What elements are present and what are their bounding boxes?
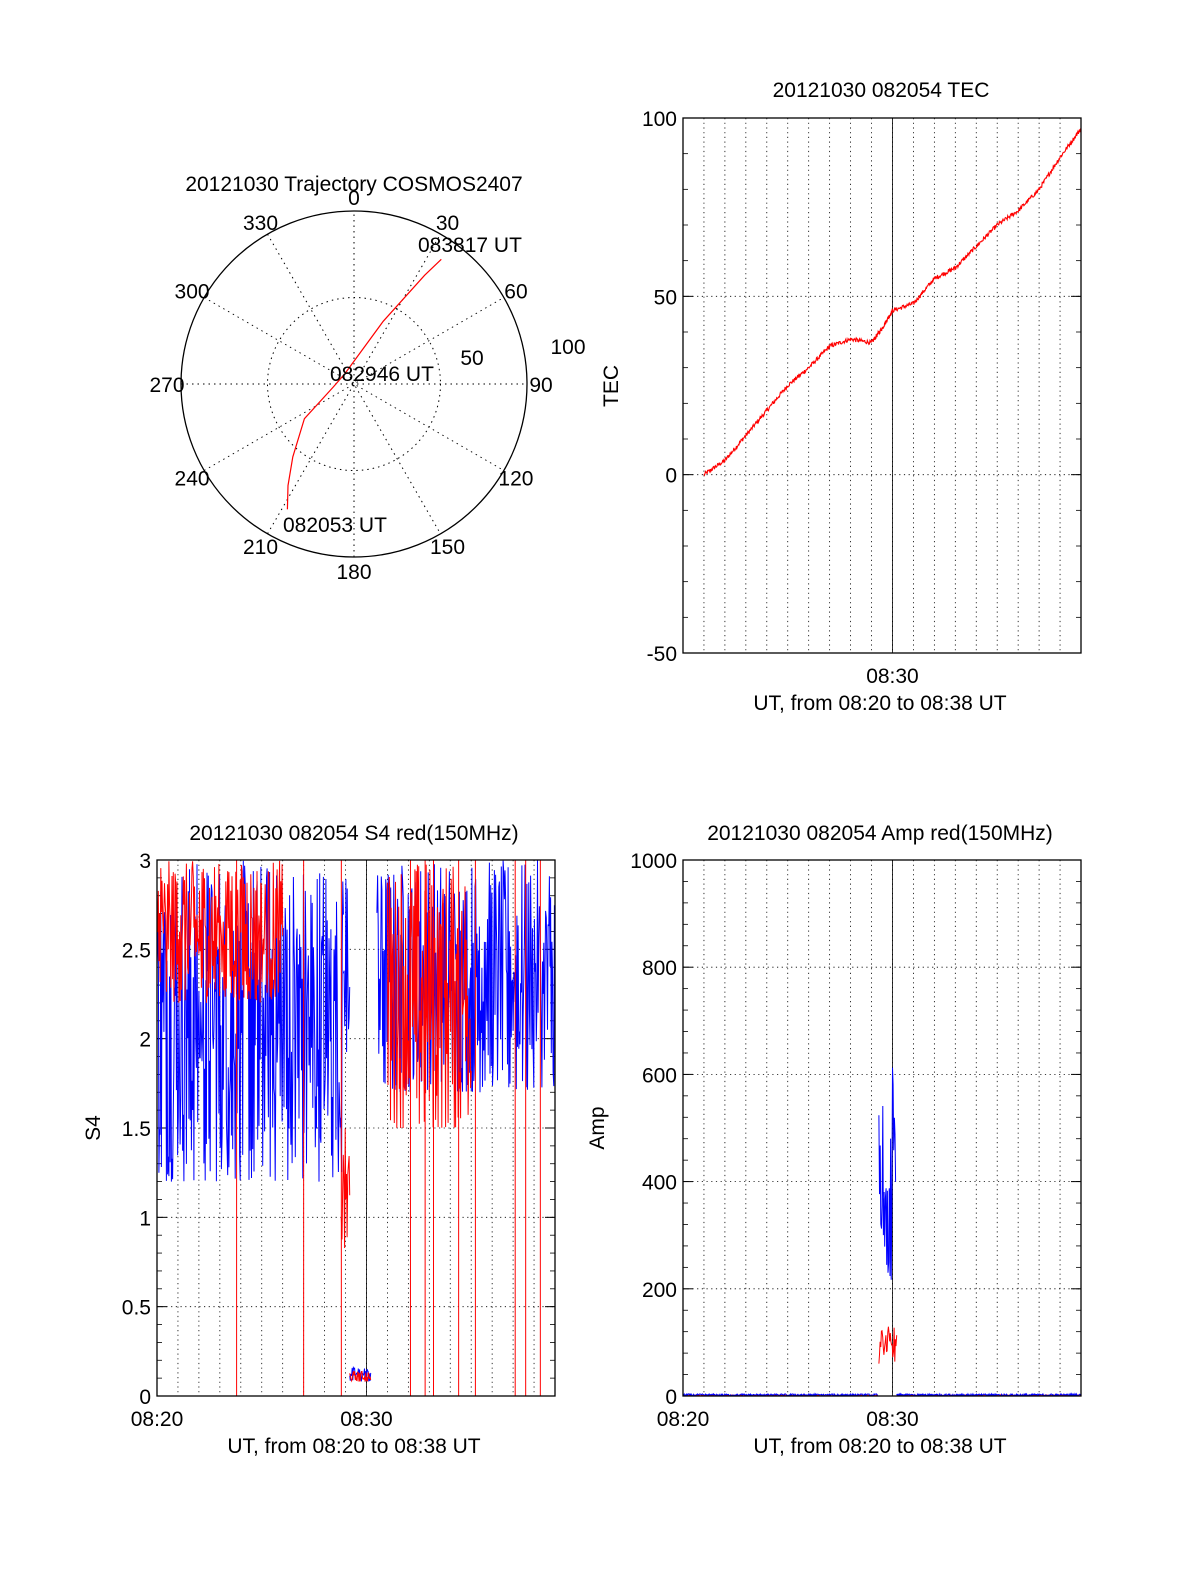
s4-ytick-label: 0.5	[122, 1297, 151, 1320]
s4-frame	[156, 859, 556, 1397]
polar-azimuth-label: 150	[430, 536, 465, 559]
s4-series-noise	[342, 879, 351, 1053]
trajectory-polar-plot: 20121030 Trajectory COSMOS2407 0 30 60 90 12…	[149, 173, 585, 584]
tec-ytick-label: 50	[654, 286, 677, 309]
polar-azimuth-label: 330	[243, 212, 278, 235]
s4-ytick-label: 2	[139, 1029, 151, 1052]
amp-title: 20121030 082054 Amp red(150MHz)	[707, 822, 1053, 845]
trajectory-start-time: 082053 UT	[283, 514, 387, 537]
amp-ytick-label: 800	[642, 957, 677, 980]
polar-azimuth-label: 60	[504, 281, 527, 304]
s4-plot: 20121030 082054 S4 red(150MHz) S4 UT, fr…	[82, 822, 556, 1458]
amp-xtick-label: 08:30	[866, 1408, 919, 1431]
polar-azimuth-label: 30	[436, 212, 459, 235]
polar-ring-label-100: 100	[550, 336, 585, 359]
tec-plot: 20121030 082054 TEC TEC UT, from 08:20 t…	[600, 79, 1082, 715]
tec-ytick-label: 100	[642, 108, 677, 131]
polar-ring-label-50: 50	[460, 347, 483, 370]
trajectory-end-time: 083817 UT	[418, 234, 522, 257]
s4-title: 20121030 082054 S4 red(150MHz)	[189, 822, 518, 845]
polar-azimuth-label: 120	[498, 468, 533, 491]
s4-xlabel: UT, from 08:20 to 08:38 UT	[227, 1435, 480, 1458]
tec-ytick-label: -50	[647, 643, 677, 666]
amp-ytick-label: 0	[665, 1386, 677, 1409]
amp-ytick-label: 600	[642, 1064, 677, 1087]
trajectory-title: 20121030 Trajectory COSMOS2407	[185, 173, 522, 196]
amp-ytick-label: 200	[642, 1279, 677, 1302]
amp-series-noise	[878, 1105, 885, 1236]
s4-ylabel: S4	[82, 1115, 105, 1141]
polar-azimuth-label: 300	[175, 281, 210, 304]
trajectory-track	[286, 258, 442, 510]
polar-azimuth-label: 180	[336, 561, 371, 584]
amp-series-noise	[878, 1326, 898, 1364]
amp-series-noise	[888, 1067, 897, 1280]
polar-grid	[180, 210, 528, 558]
tec-xlabel: UT, from 08:20 to 08:38 UT	[753, 692, 1006, 715]
polar-azimuth-label: 0	[348, 187, 360, 210]
s4-xtick-label: 08:30	[340, 1408, 393, 1431]
tec-series-group	[703, 128, 1081, 477]
polar-azimuth-label: 210	[243, 536, 278, 559]
tec-xtick-label: 08:30	[866, 665, 919, 688]
polar-azimuth-label: 90	[529, 374, 552, 397]
polar-azimuth-label: 240	[175, 468, 210, 491]
s4-series-noise	[386, 864, 472, 1129]
s4-ytick-label: 0	[139, 1386, 151, 1409]
tec-ylabel: TEC	[600, 365, 623, 407]
tec-title: 20121030 082054 TEC	[773, 79, 990, 102]
tec-frame	[682, 117, 1082, 654]
amp-frame	[682, 859, 1082, 1397]
amp-series-noise	[883, 1188, 890, 1273]
s4-series-noise	[349, 1370, 372, 1383]
amp-ylabel: Amp	[586, 1106, 609, 1149]
tec-series-line	[703, 128, 1081, 477]
amp-ytick-label: 400	[642, 1172, 677, 1195]
polar-azimuth-label: 270	[149, 374, 184, 397]
amp-xtick-label: 08:20	[657, 1408, 710, 1431]
s4-ytick-label: 1	[139, 1207, 151, 1230]
s4-series-group	[157, 860, 555, 1396]
s4-series-noise	[157, 860, 284, 1003]
amp-ytick-label: 1000	[630, 850, 677, 873]
amp-plot: 20121030 082054 Amp red(150MHz) Amp UT, …	[586, 822, 1082, 1458]
trajectory-mid-time: 082946 UT	[330, 363, 434, 386]
polar-azimuth-labels: 0 30 60 90 120 150 180 210 240 270 300 330	[149, 187, 552, 584]
s4-ytick-label: 3	[139, 850, 151, 873]
amp-series-group	[683, 1067, 1081, 1396]
amp-xlabel: UT, from 08:20 to 08:38 UT	[753, 1435, 1006, 1458]
s4-series-noise	[157, 860, 344, 1182]
tec-ytick-label: 0	[665, 465, 677, 488]
s4-series-noise	[340, 1128, 351, 1249]
s4-ytick-label: 1.5	[122, 1118, 151, 1141]
s4-ytick-label: 2.5	[122, 939, 151, 962]
s4-xtick-label: 08:20	[131, 1408, 184, 1431]
